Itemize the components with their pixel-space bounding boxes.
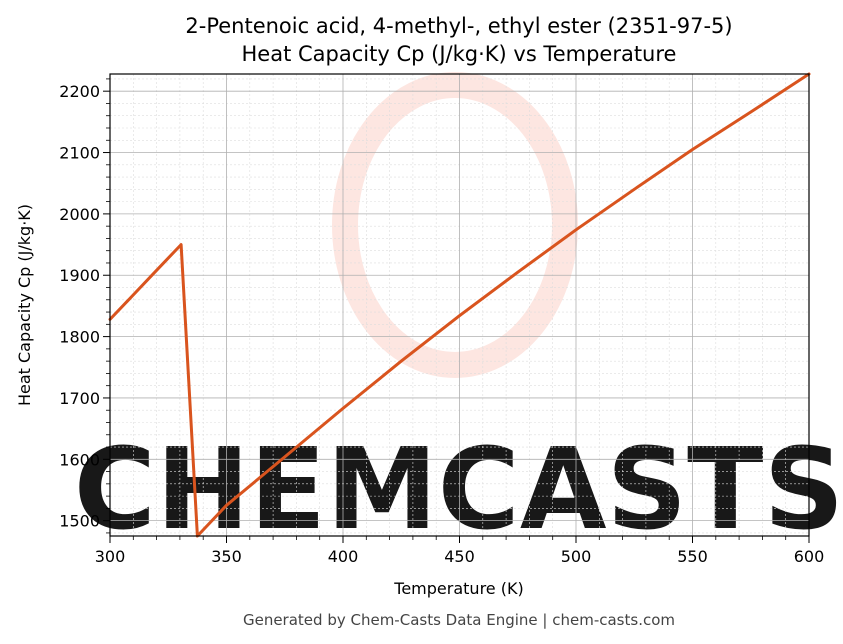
y-axis: 1500 1600 1700 1800 1900 2000 2100 2200 [59,78,110,534]
y-tick-label: 2000 [59,205,100,224]
watermark: CHEMCASTS [74,72,843,555]
y-axis-label: Heat Capacity Cp (J/kg·K) [15,204,34,406]
x-tick-label: 450 [444,547,475,566]
x-tick-label: 350 [211,547,242,566]
watermark-swirl [332,72,578,378]
y-tick-label: 2100 [59,144,100,163]
x-axis: 300 350 400 450 500 550 600 [95,536,825,566]
y-tick-label: 1800 [59,328,100,347]
y-tick-label: 2200 [59,82,100,101]
x-tick-label: 600 [794,547,825,566]
y-tick-label: 1900 [59,266,100,285]
series-layer [108,72,811,538]
chart-subtitle: Heat Capacity Cp (J/kg·K) vs Temperature [242,42,677,66]
chart-title: 2-Pentenoic acid, 4-methyl-, ethyl ester… [185,14,732,38]
y-tick-label: 1700 [59,389,100,408]
y-tick-label: 1600 [59,450,100,469]
x-axis-label: Temperature (K) [393,579,523,598]
x-tick-label: 550 [677,547,708,566]
x-tick-label: 400 [328,547,359,566]
x-tick-label: 300 [95,547,126,566]
footer-credit: Generated by Chem-Casts Data Engine | ch… [243,611,675,629]
x-tick-label: 500 [561,547,592,566]
y-tick-label: 1500 [59,512,100,531]
series-line-1 [108,72,811,538]
